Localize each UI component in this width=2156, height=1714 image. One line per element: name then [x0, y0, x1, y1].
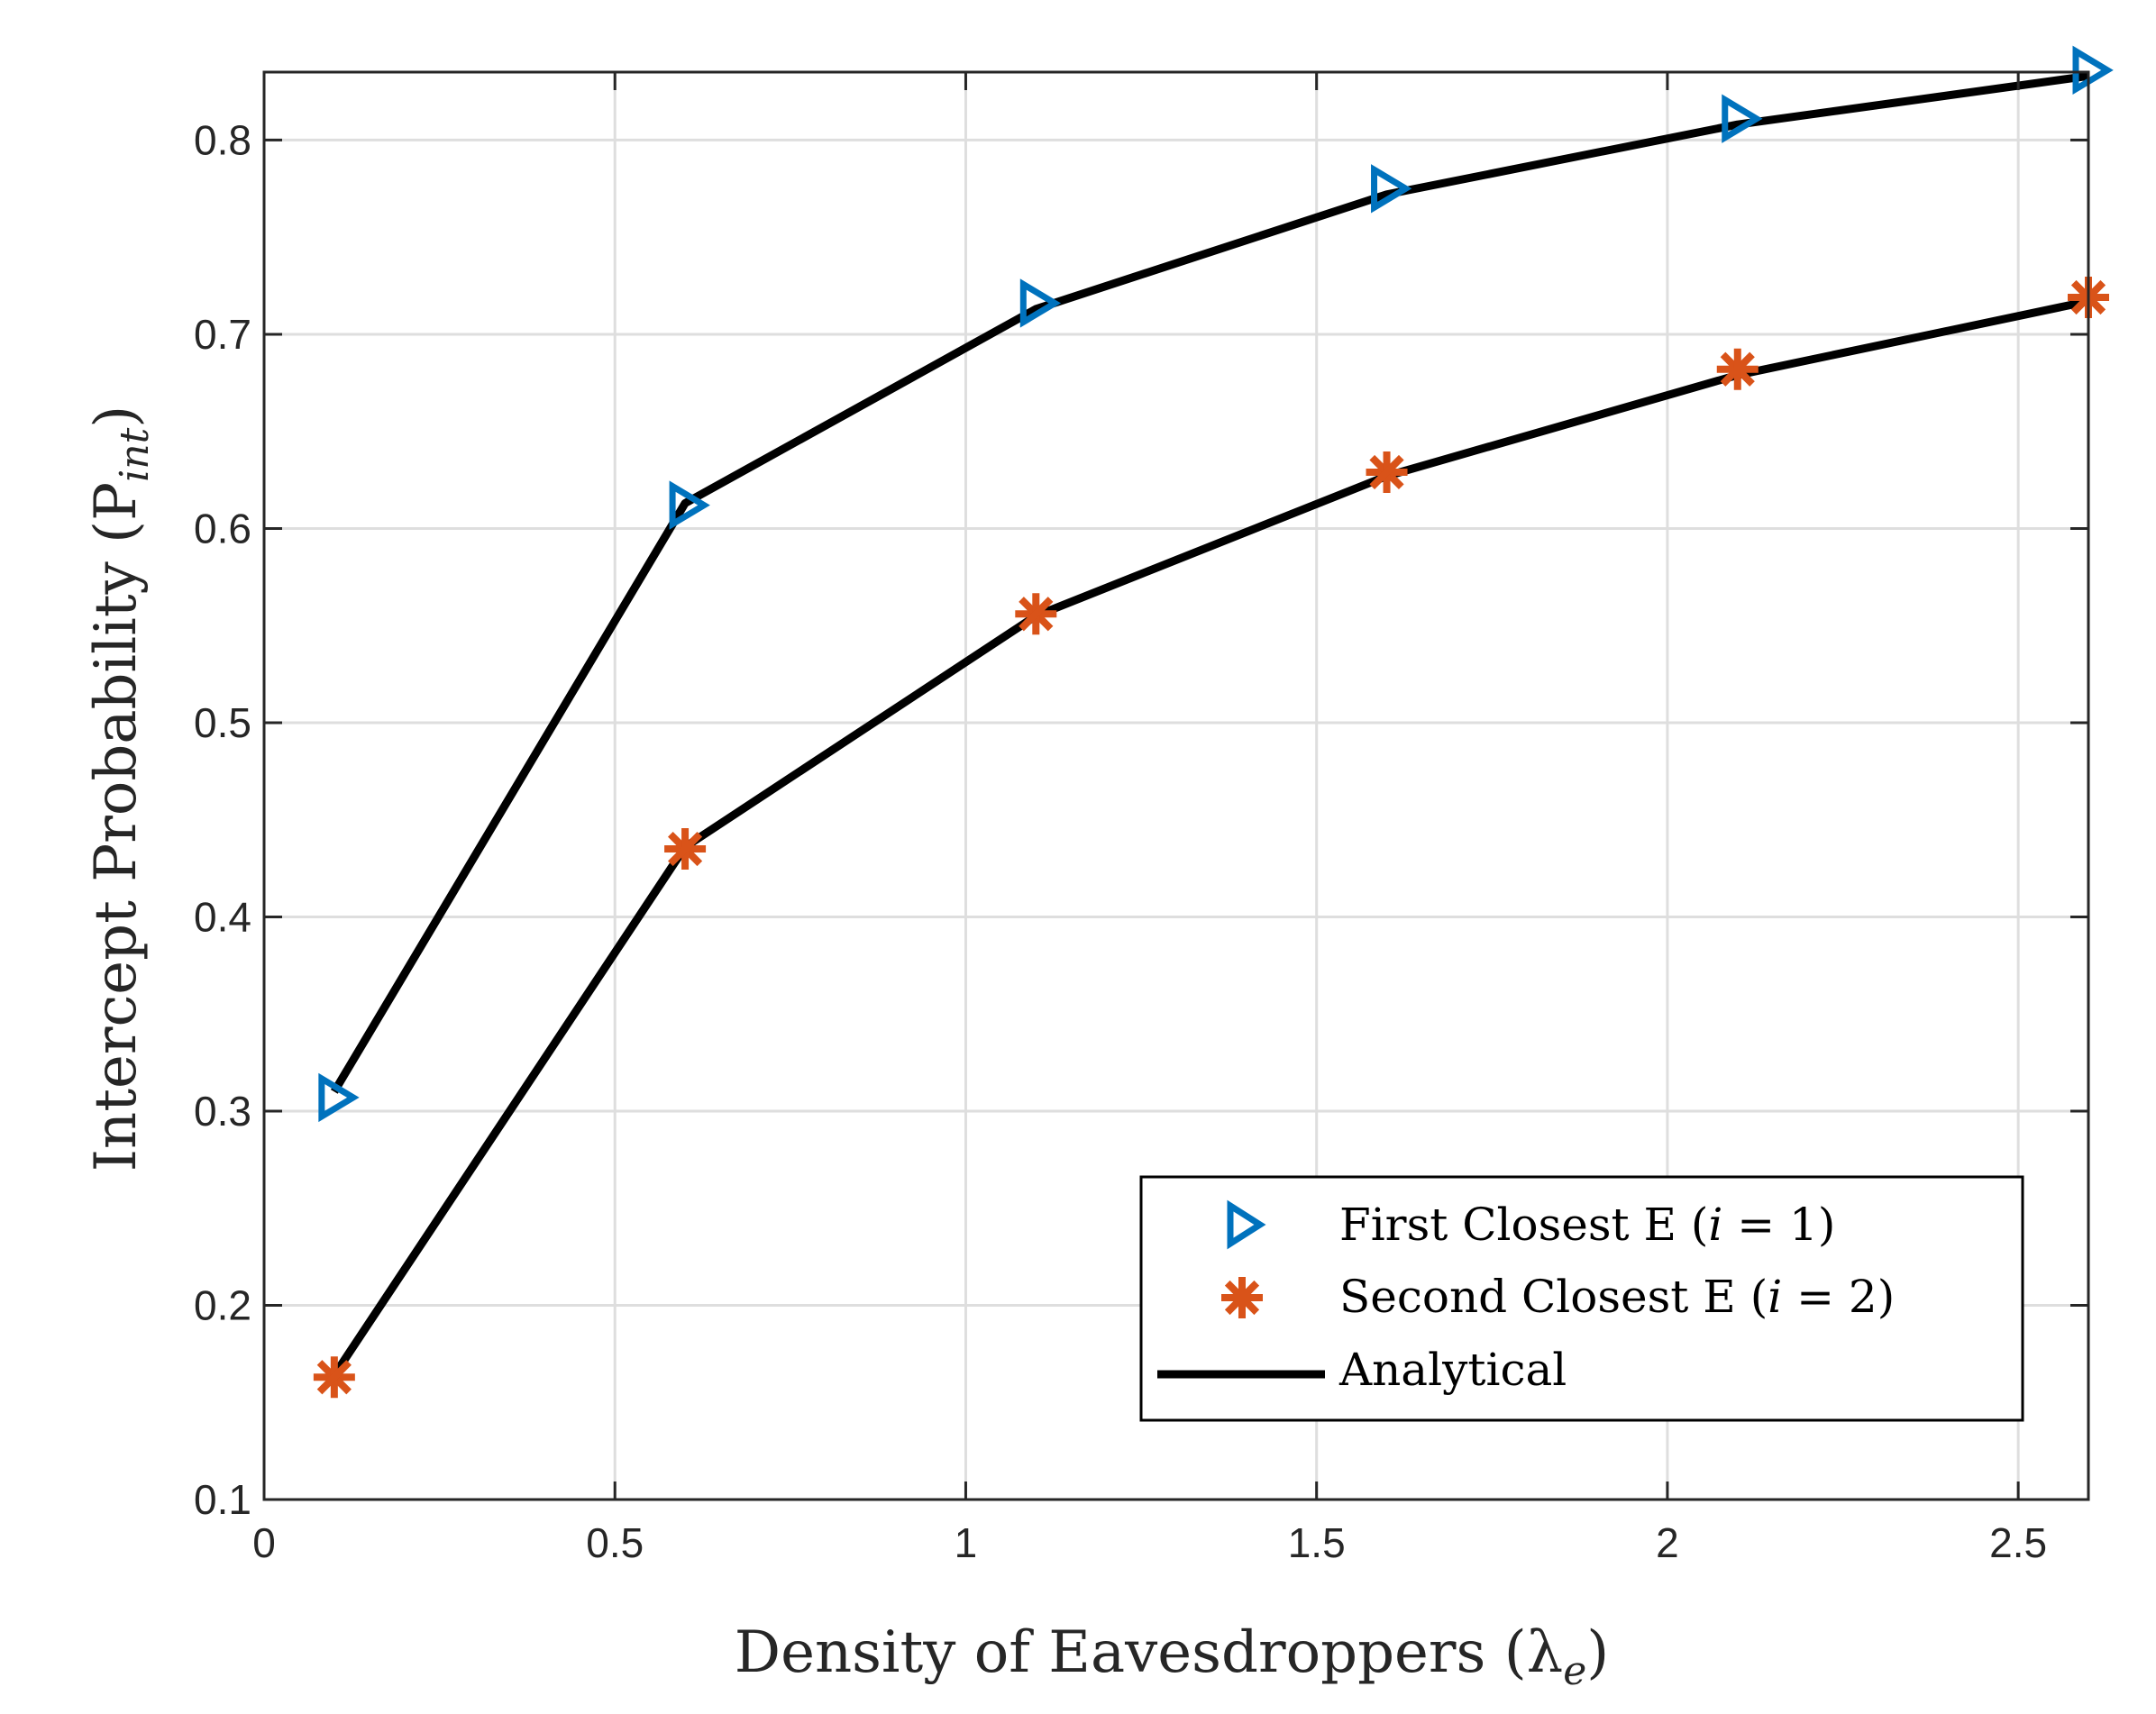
x-tick-label: 2 [1656, 1519, 1679, 1566]
marker-first-closest [318, 1072, 360, 1123]
legend-label-first: First Closest E (i = 1) [1339, 1199, 1835, 1251]
y-tick-label: 0.3 [194, 1088, 251, 1135]
x-tick-label: 0.5 [586, 1519, 644, 1566]
y-tick-label: 0.1 [194, 1476, 251, 1523]
marker-first-closest [2072, 45, 2114, 96]
y-axis-title: Intercept Probability (Pint) [83, 406, 158, 1172]
analytical-line [330, 71, 2089, 1094]
tick-labels: 0 0.5 1 1.5 2 2.5 0.1 0.2 0.3 0.4 0.5 0.6 0.7 0.8 [194, 116, 2047, 1566]
x-tick-label: 2.5 [1989, 1519, 2047, 1566]
axis-ticks [262, 72, 2088, 1501]
grid [262, 72, 2088, 1501]
axes-box [262, 70, 2090, 1501]
legend-box [1139, 1175, 2024, 1422]
marker-second-closest [1015, 593, 1057, 635]
marker-second-closest [1716, 348, 1759, 390]
legend: First Closest E (i = 1) Second Closest E… [1139, 1175, 2024, 1422]
marker-second-closest [664, 828, 707, 871]
y-tick-label: 0.4 [194, 893, 251, 940]
series-lines [330, 71, 2089, 1378]
legend-label-analytical: Analytical [1338, 1344, 1567, 1396]
y-tick-label: 0.2 [194, 1281, 251, 1328]
marker-first-closest [1371, 164, 1412, 214]
asterisk-stroke [1019, 597, 1054, 632]
asterisk-stroke [1720, 351, 1755, 387]
x-tick-label: 1 [955, 1519, 978, 1566]
marker-first-closest [1722, 94, 1763, 143]
y-tick-label: 0.7 [194, 311, 251, 358]
analytical-line [331, 296, 2089, 1378]
legend-asterisk-shape [1221, 1277, 1263, 1318]
asterisk-stroke [316, 1360, 352, 1395]
x-tick-label: 0 [252, 1519, 276, 1566]
x-tick-label: 1.5 [1288, 1519, 1346, 1566]
asterisk-stroke [667, 831, 703, 867]
marker-second-closest [313, 1356, 355, 1399]
legend-label-second: Second Closest E (i = 2) [1339, 1271, 1895, 1323]
marker-first-closest [669, 480, 710, 530]
legend-marker-asterisk [1221, 1277, 1263, 1318]
asterisk-stroke [1369, 454, 1404, 490]
marker-second-closest [1366, 451, 1408, 493]
x-axis-title: Density of Eavesdroppers (λe) [735, 1619, 1609, 1694]
marker-first-closest [1019, 278, 1062, 328]
y-tick-label: 0.6 [194, 505, 251, 552]
legend-marker-triangle [1227, 1199, 1266, 1250]
plot-frame [262, 70, 2090, 1501]
y-tick-label: 0.8 [194, 116, 251, 163]
asterisk-stroke [1224, 1280, 1260, 1316]
y-tick-label: 0.5 [194, 699, 251, 746]
